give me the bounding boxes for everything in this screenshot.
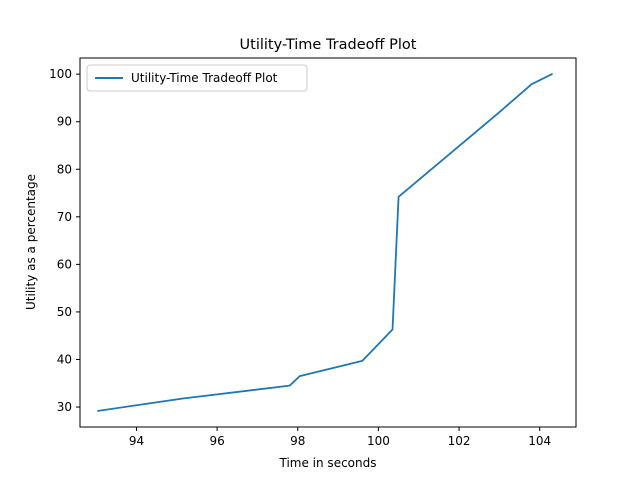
y-tick-label: 60 <box>57 257 72 271</box>
x-tick-label: 102 <box>448 434 471 448</box>
legend-box <box>86 64 308 92</box>
plot-frame <box>79 57 577 428</box>
chart-title: Utility-Time Tradeoff Plot <box>240 37 417 53</box>
x-tick-label: 100 <box>367 434 390 448</box>
legend: Utility-Time Tradeoff Plot <box>86 64 308 92</box>
x-axis-label: Time in seconds <box>279 456 377 470</box>
x-tick-label: 98 <box>290 434 305 448</box>
y-axis-label: Utility as a percentage <box>24 174 38 310</box>
y-axis: 30 40 50 60 70 80 90 100 <box>49 67 80 414</box>
y-tick-label: 80 <box>57 162 72 176</box>
y-tick-label: 30 <box>57 400 72 414</box>
y-tick-label: 100 <box>49 67 72 81</box>
x-tick-label: 94 <box>129 434 144 448</box>
series-line <box>97 72 554 412</box>
y-tick-label: 70 <box>57 210 72 224</box>
x-tick-label: 104 <box>528 434 551 448</box>
y-tick-label: 90 <box>57 115 72 129</box>
y-tick-label: 40 <box>57 352 72 366</box>
x-tick-label: 96 <box>209 434 224 448</box>
y-tick-label: 50 <box>57 305 72 319</box>
x-axis: 94 96 98 100 102 104 <box>129 427 551 448</box>
legend-label: Utility-Time Tradeoff Plot <box>131 71 278 85</box>
